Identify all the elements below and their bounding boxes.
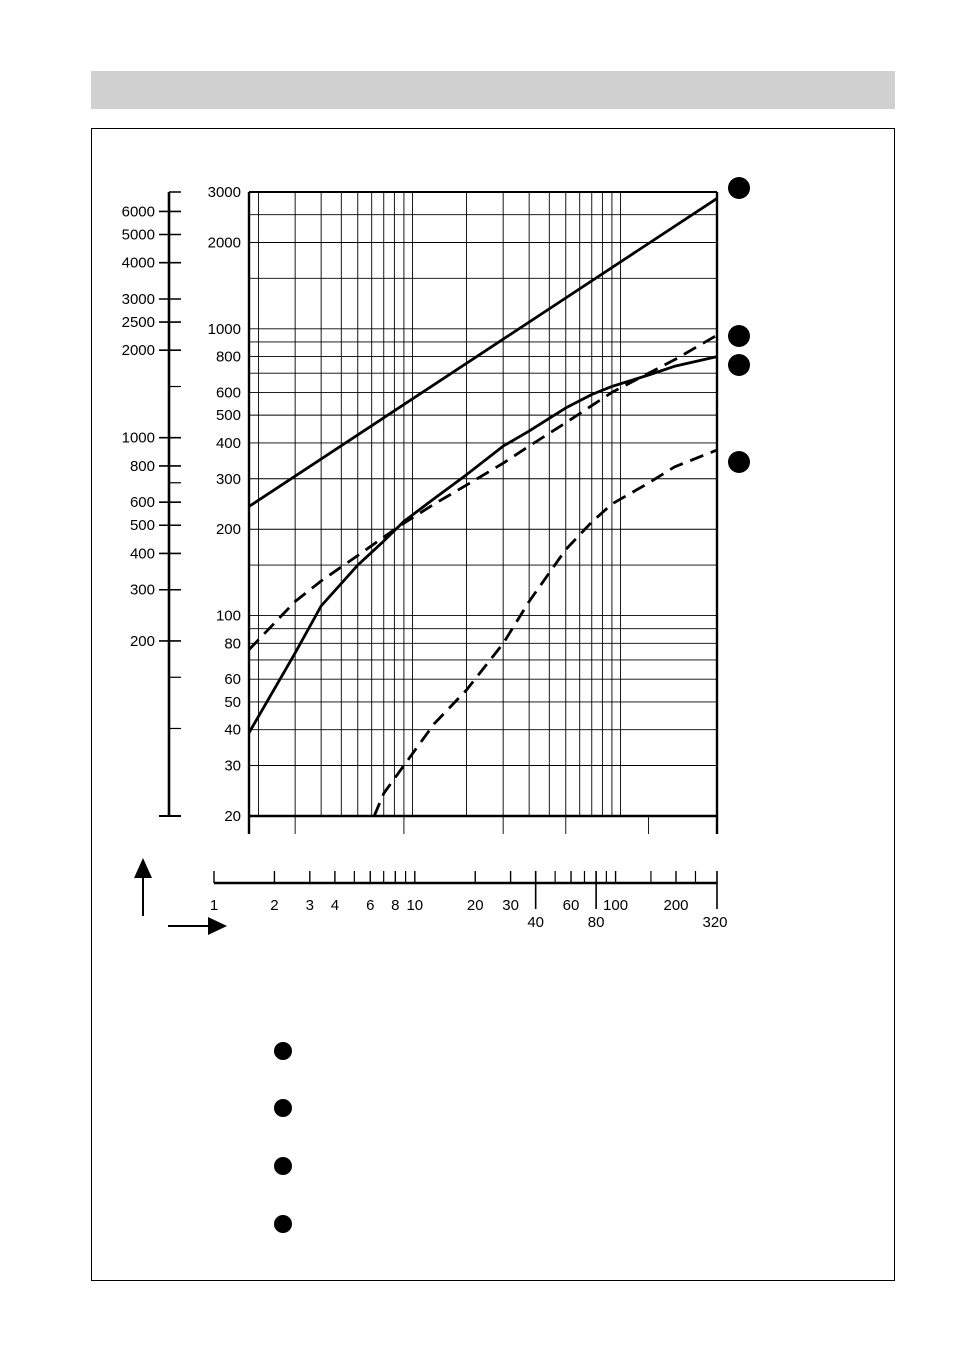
curve-marker-4 xyxy=(728,451,750,473)
series-line-2 xyxy=(247,355,718,734)
y-tick-label: 1000 xyxy=(208,321,241,338)
y-tick-label: 50 xyxy=(224,694,241,711)
x-tick-label: 1 xyxy=(210,897,218,914)
secondary-y-tick-label: 800 xyxy=(130,458,155,475)
secondary-y-tick-label: 6000 xyxy=(122,203,155,220)
secondary-y-tick-label: 400 xyxy=(130,545,155,562)
y-tick-label: 500 xyxy=(216,407,241,424)
y-tick-label: 100 xyxy=(216,608,241,625)
series-line-3 xyxy=(247,333,718,651)
series-line-1 xyxy=(248,197,718,508)
chart-tick-labels: 3000200010008006005004003002001008060504… xyxy=(122,184,728,931)
y-tick-label: 40 xyxy=(224,722,241,739)
y-tick-label: 20 xyxy=(224,808,241,825)
y-tick-label: 80 xyxy=(224,635,241,652)
y-tick-label: 600 xyxy=(216,384,241,401)
y-tick-label: 200 xyxy=(216,521,241,538)
arrow-right-icon xyxy=(208,917,227,935)
secondary-y-tick-label: 2000 xyxy=(122,342,155,359)
curve-marker-2 xyxy=(728,325,750,347)
x-tick-label: 10 xyxy=(406,897,423,914)
secondary-y-tick-label: 1000 xyxy=(122,430,155,447)
x-tick-label: 3 xyxy=(306,897,314,914)
section-header-bar xyxy=(91,71,895,109)
secondary-y-tick-label: 5000 xyxy=(122,226,155,243)
secondary-y-tick-label: 3000 xyxy=(122,291,155,308)
y-tick-label: 3000 xyxy=(208,184,241,201)
y-tick-label: 800 xyxy=(216,349,241,366)
secondary-y-tick-label: 300 xyxy=(130,582,155,599)
secondary-y-tick-label: 600 xyxy=(130,494,155,511)
x-tick-label: 2 xyxy=(270,897,278,914)
chart-axes xyxy=(134,191,719,935)
x-tick-label: 4 xyxy=(331,897,339,914)
x-tick-label: 20 xyxy=(467,897,484,914)
x-tick-label: 6 xyxy=(366,897,374,914)
y-tick-label: 60 xyxy=(224,671,241,688)
y-tick-label: 300 xyxy=(216,471,241,488)
legend-marker-4 xyxy=(274,1215,292,1233)
curve-marker-1 xyxy=(728,177,750,199)
series-line-4 xyxy=(372,448,718,817)
x-tick-label-lower: 40 xyxy=(527,914,544,931)
secondary-y-tick-label: 2500 xyxy=(122,314,155,331)
secondary-y-tick-label: 4000 xyxy=(122,255,155,272)
figure-frame xyxy=(91,128,895,1281)
x-tick-label: 60 xyxy=(563,897,580,914)
x-tick-label-lower: 80 xyxy=(588,914,605,931)
curve-marker-3 xyxy=(728,354,750,376)
x-tick-label: 8 xyxy=(391,897,399,914)
y-tick-label: 400 xyxy=(216,435,241,452)
secondary-y-tick-label: 500 xyxy=(130,517,155,534)
secondary-y-tick-label: 200 xyxy=(130,633,155,650)
legend-marker-1 xyxy=(274,1042,292,1060)
x-tick-label: 30 xyxy=(502,897,519,914)
x-tick-label: 100 xyxy=(603,897,628,914)
x-tick-label: 200 xyxy=(663,897,688,914)
chart-grid xyxy=(248,191,718,817)
chart-markers xyxy=(274,177,750,1233)
y-tick-label: 2000 xyxy=(208,234,241,251)
legend-marker-3 xyxy=(274,1157,292,1175)
chart-series xyxy=(247,197,718,817)
arrow-up-icon xyxy=(134,858,152,878)
y-tick-label: 30 xyxy=(224,758,241,775)
legend-marker-2 xyxy=(274,1099,292,1117)
x-tick-label-lower: 320 xyxy=(702,914,727,931)
